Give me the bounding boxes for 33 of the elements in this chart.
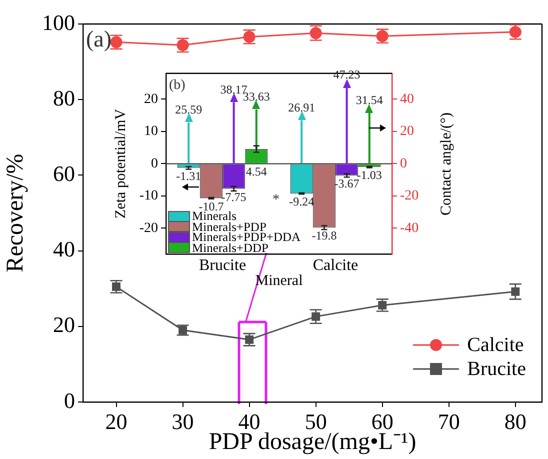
y-tick-label: 0 <box>64 388 75 413</box>
y-tick-label: 20 <box>53 312 75 338</box>
y-tick-label: -10 <box>139 188 158 204</box>
x-tick-label: 80 <box>504 408 526 434</box>
y-axis-title: Recovery/% <box>2 154 29 272</box>
x-tick-label: 30 <box>172 408 194 434</box>
annotation: (a) <box>86 26 112 52</box>
y-tick-label: 80 <box>53 85 75 110</box>
annotation: (b) <box>169 78 186 94</box>
data-label: 31.54 <box>356 93 383 107</box>
y-tick-label: -20 <box>139 220 158 236</box>
y2-tick-label: -40 <box>400 220 419 236</box>
data-label: 26.91 <box>288 100 316 114</box>
y2-tick-label: 20 <box>400 124 414 140</box>
y-tick-label: 10 <box>144 124 158 140</box>
y2-axis-title: Contact angle/(°) <box>438 112 456 216</box>
y-tick-label: 60 <box>53 160 75 186</box>
y-tick-label: 0 <box>151 156 158 172</box>
data-label: -19.8 <box>312 228 337 243</box>
y-tick-label: 20 <box>144 92 158 107</box>
y2-tick-label: 0 <box>400 156 407 172</box>
y-tick-label: 100 <box>42 10 75 35</box>
y2-tick-label: 40 <box>400 92 414 107</box>
data-label: -7.75 <box>221 190 246 204</box>
legend-label: Brucite <box>467 358 526 380</box>
annotation: * <box>272 192 280 208</box>
x-tick-label: 20 <box>105 408 128 434</box>
legend-label: Calcite <box>467 334 524 356</box>
data-label: 4.54 <box>246 164 267 178</box>
y-axis-title: Zeta potential/mV <box>112 108 129 218</box>
x-tick-label: 70 <box>438 408 460 434</box>
data-label: 25.59 <box>175 102 202 117</box>
y2-tick-label: -20 <box>400 188 419 204</box>
